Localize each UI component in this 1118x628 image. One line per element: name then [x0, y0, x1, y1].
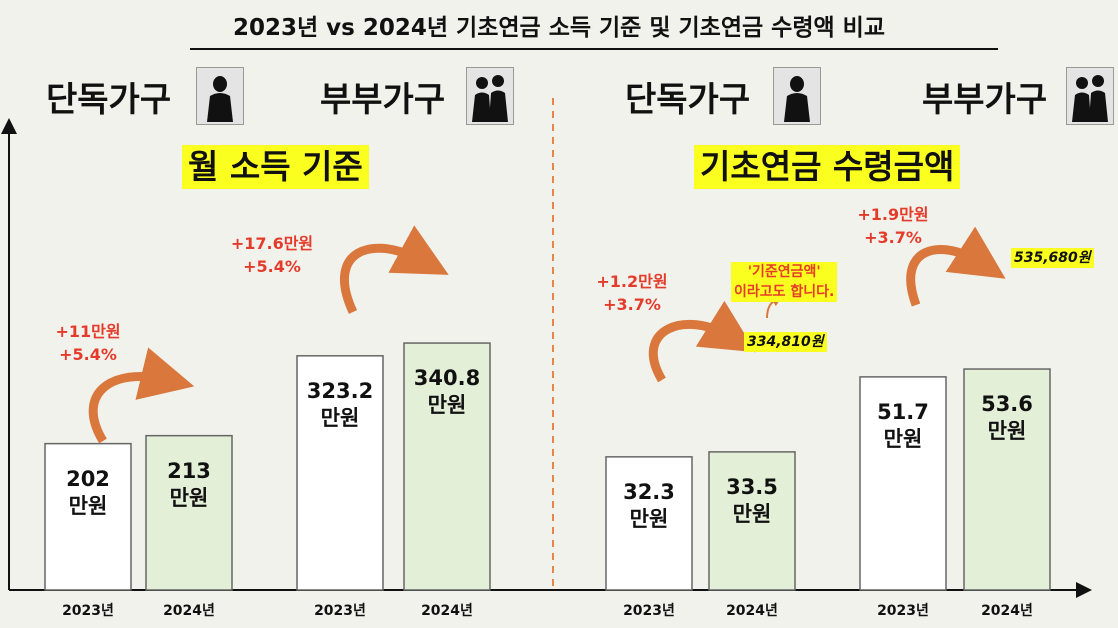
bar-value: 323.2 [306, 378, 374, 403]
bar-value-label: 213 만원 [146, 458, 232, 512]
section-title-income: 월 소득 기준 [182, 145, 369, 189]
bar-1-1-0 [859, 376, 947, 591]
arrow-left-single [88, 347, 195, 444]
change-amount: +11만원 [55, 322, 121, 341]
x-tick-label: 2023년 [623, 603, 675, 619]
change-amount: +1.2만원 [596, 272, 668, 291]
x-tick-label: 2024년 [726, 603, 778, 619]
x-tick-label: 2023년 [314, 603, 366, 619]
bar-value: 213 [167, 458, 211, 483]
bar-value-label: 202 만원 [45, 466, 131, 520]
header-right-single: 단독가구 [625, 80, 751, 120]
couple-icon-graphic [472, 75, 508, 122]
change-percent: +3.7% [603, 295, 661, 314]
x-tick-label: 2023년 [877, 603, 929, 619]
bar-unit: 만원 [987, 419, 1027, 444]
section-title-pension: 기초연금 수령금액 [694, 145, 961, 189]
header-right-couple: 부부가구 [922, 80, 1048, 120]
bar-0-0-1 [145, 434, 233, 591]
change-percent: +5.4% [243, 257, 301, 276]
bar-1-0-0 [605, 456, 693, 591]
change-annotation: +11만원 +5.4% [38, 320, 138, 366]
change-amount: +17.6만원 [230, 234, 314, 253]
alias-note: '기준연금액' 이라고도 합니다. [731, 262, 838, 302]
alias-note-line2: 이라고도 합니다. [734, 284, 835, 300]
bar-value-label: 323.2 만원 [297, 378, 383, 432]
single-person-icon-right-graphic [784, 76, 810, 122]
bar-unit: 만원 [427, 393, 467, 418]
single-person-icon [196, 67, 244, 125]
bar-value-label: 32.3 만원 [606, 479, 692, 533]
bar-value: 202 [66, 466, 110, 491]
change-percent: +5.4% [59, 345, 117, 364]
bar-value-label: 53.6 만원 [964, 391, 1050, 445]
bar-1-1-1 [963, 368, 1051, 591]
x-tick-label: 2023년 [62, 603, 114, 619]
bar-unit: 만원 [629, 506, 669, 531]
single-person-icon-graphic [207, 76, 233, 122]
bar-value: 51.7 [877, 399, 929, 424]
bar-value: 340.8 [413, 366, 481, 391]
couple-icon-right [1066, 67, 1114, 125]
change-percent: +3.7% [864, 228, 922, 247]
change-annotation: +17.6만원 +5.4% [222, 232, 322, 278]
x-tick-label: 2024년 [421, 603, 473, 619]
change-amount: +1.9만원 [857, 205, 929, 224]
single-person-icon-right [773, 67, 821, 125]
bar-unit: 만원 [68, 493, 108, 518]
bar-unit: 만원 [169, 485, 209, 510]
page-title: 2023년 vs 2024년 기초연금 소득 기준 및 기초연금 수령액 비교 [233, 15, 885, 41]
bar-1-0-1 [708, 451, 796, 591]
arrow-right-couple [906, 226, 1006, 307]
bar-unit: 만원 [732, 501, 772, 526]
couple-icon [466, 67, 514, 125]
couple-icon-right-graphic [1072, 75, 1108, 122]
x-tick-label: 2024년 [163, 603, 215, 619]
bar-value: 53.6 [981, 392, 1033, 417]
bar-unit: 만원 [883, 426, 923, 451]
bar-value: 33.5 [726, 474, 778, 499]
bar-value-label: 33.5 만원 [709, 474, 795, 528]
bar-unit: 만원 [320, 405, 360, 430]
arrow-right-single [648, 300, 756, 383]
bar-0-1-1 [403, 342, 491, 591]
arrow-left-couple [339, 225, 449, 314]
bar-value: 32.3 [623, 479, 675, 504]
header-left-single: 단독가구 [46, 80, 172, 120]
won-single-label: 334,810원 [744, 332, 827, 352]
won-couple-label: 535,680원 [1011, 248, 1094, 268]
bar-value-label: 51.7 만원 [860, 399, 946, 453]
x-tick-label: 2024년 [981, 603, 1033, 619]
change-annotation: +1.2만원 +3.7% [582, 270, 682, 316]
bar-0-1-0 [296, 355, 384, 591]
bar-0-0-0 [44, 442, 132, 591]
header-left-couple: 부부가구 [320, 80, 446, 120]
bar-value-label: 340.8 만원 [404, 365, 490, 419]
change-annotation: +1.9만원 +3.7% [843, 203, 943, 249]
alias-note-line1: '기준연금액' [747, 264, 821, 280]
